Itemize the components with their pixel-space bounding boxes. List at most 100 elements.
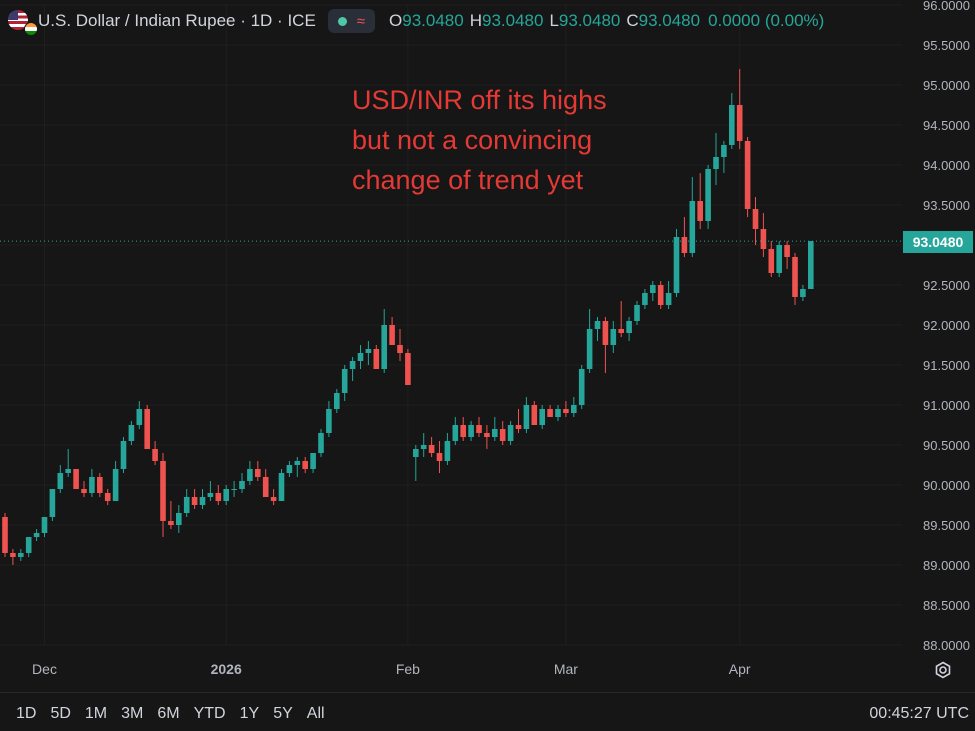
candle — [602, 317, 609, 373]
candle — [665, 281, 672, 309]
range-1m-button[interactable]: 1M — [84, 705, 108, 722]
candle — [776, 241, 782, 277]
range-5y-button[interactable]: 5Y — [273, 705, 293, 722]
candle-body — [49, 489, 56, 517]
candle — [286, 461, 293, 477]
candle — [563, 401, 569, 417]
candle — [744, 137, 751, 217]
annotation-line-1: USD/INR off its highs — [352, 85, 607, 115]
candle — [120, 437, 127, 473]
y-tick-label: 88.0000 — [923, 638, 970, 653]
candle-body — [223, 489, 229, 501]
candle-body — [673, 237, 680, 293]
candle-body — [41, 517, 48, 533]
price-change: 0.0000 (0.00%) — [708, 11, 825, 30]
candle-body — [334, 393, 340, 409]
status-pill[interactable]: ≈ — [327, 9, 376, 33]
range-all-button[interactable]: All — [306, 705, 325, 722]
candle — [792, 253, 798, 305]
candle-body — [89, 477, 95, 493]
candle-body — [10, 553, 16, 557]
candle — [571, 397, 577, 417]
candle-body — [405, 353, 411, 385]
ohlc-high-value: 93.0480 — [481, 11, 544, 30]
y-tick-label: 96.0000 — [923, 0, 970, 13]
candle — [697, 173, 703, 229]
candle-body — [420, 445, 427, 449]
candle — [73, 469, 79, 489]
candle — [104, 489, 111, 505]
candle-body — [104, 493, 111, 501]
candle — [57, 465, 64, 493]
candle — [681, 217, 688, 257]
range-ytd-button[interactable]: YTD — [193, 705, 226, 722]
candle — [752, 197, 759, 245]
candle — [278, 469, 285, 501]
candle-body — [721, 145, 727, 157]
candle — [176, 505, 182, 533]
candle-body — [310, 453, 316, 469]
candle — [689, 177, 696, 257]
candle — [33, 529, 40, 541]
candle-body — [168, 521, 174, 525]
candle-body — [618, 329, 624, 333]
candle-body — [183, 497, 190, 513]
candle-body — [555, 409, 561, 417]
candle-body — [713, 157, 719, 169]
candle-body — [515, 425, 522, 429]
wave-icon: ≈ — [356, 12, 366, 30]
candle-body — [689, 201, 696, 253]
candle — [318, 429, 324, 457]
chart-annotation: USD/INR off its highs but not a convinci… — [352, 80, 607, 200]
candle — [578, 365, 585, 409]
candle — [381, 309, 387, 373]
candle — [18, 549, 24, 561]
candle-body — [523, 405, 530, 429]
range-6m-button[interactable]: 6M — [157, 705, 180, 722]
candle-body — [610, 329, 617, 345]
candle-body — [357, 353, 364, 361]
candle-body — [326, 409, 332, 433]
candle-body — [705, 169, 711, 221]
candle — [618, 301, 624, 337]
candle — [729, 93, 735, 149]
range-5d-button[interactable]: 5D — [50, 705, 71, 722]
candlestick-chart[interactable]: 88.0000 88.5000 89.0000 89.5000 90.0000 90.50… — [0, 0, 975, 692]
symbol-title[interactable]: U.S. Dollar / Indian Rupee · 1D · ICE — [38, 11, 316, 30]
range-1y-button[interactable]: 1Y — [239, 705, 260, 722]
candle — [784, 241, 790, 269]
candle-body — [278, 473, 285, 501]
candle — [239, 473, 245, 493]
candle-body — [436, 453, 443, 461]
candle — [255, 461, 261, 481]
y-tick-label: 92.0000 — [923, 318, 970, 333]
candle-body — [602, 321, 609, 345]
candle-body — [452, 425, 459, 441]
candle-body — [784, 245, 790, 257]
ohlc-low-label: L — [549, 11, 559, 30]
y-tick-label: 94.5000 — [923, 118, 970, 133]
bottom-toolbar: 1D 5D 1M 3M 6M YTD 1Y 5Y All 00:45:27 UT… — [0, 692, 975, 731]
y-tick-label: 95.5000 — [923, 38, 970, 53]
candle-body — [365, 349, 372, 353]
x-tick-label: Mar — [554, 661, 578, 677]
range-1d-button[interactable]: 1D — [16, 705, 37, 722]
candle-body — [302, 461, 308, 469]
candle-body — [460, 425, 466, 437]
candle — [349, 357, 356, 381]
utc-clock[interactable]: 00:45:27 UTC — [869, 705, 969, 722]
candle-body — [444, 441, 451, 461]
candle-body — [729, 105, 735, 145]
candle-body — [270, 497, 277, 501]
candle-body — [199, 497, 206, 505]
candle — [484, 425, 490, 449]
candles — [2, 69, 814, 565]
ohlc-close: C93.0480 — [620, 11, 700, 31]
y-tick-label: 94.0000 — [923, 158, 970, 173]
range-3m-button[interactable]: 3M — [121, 705, 144, 722]
annotation-line-3: change of trend yet — [352, 165, 584, 195]
candle — [389, 317, 395, 345]
candle-body — [768, 249, 775, 273]
gear-icon[interactable] — [933, 660, 953, 680]
candle-body — [650, 285, 656, 293]
